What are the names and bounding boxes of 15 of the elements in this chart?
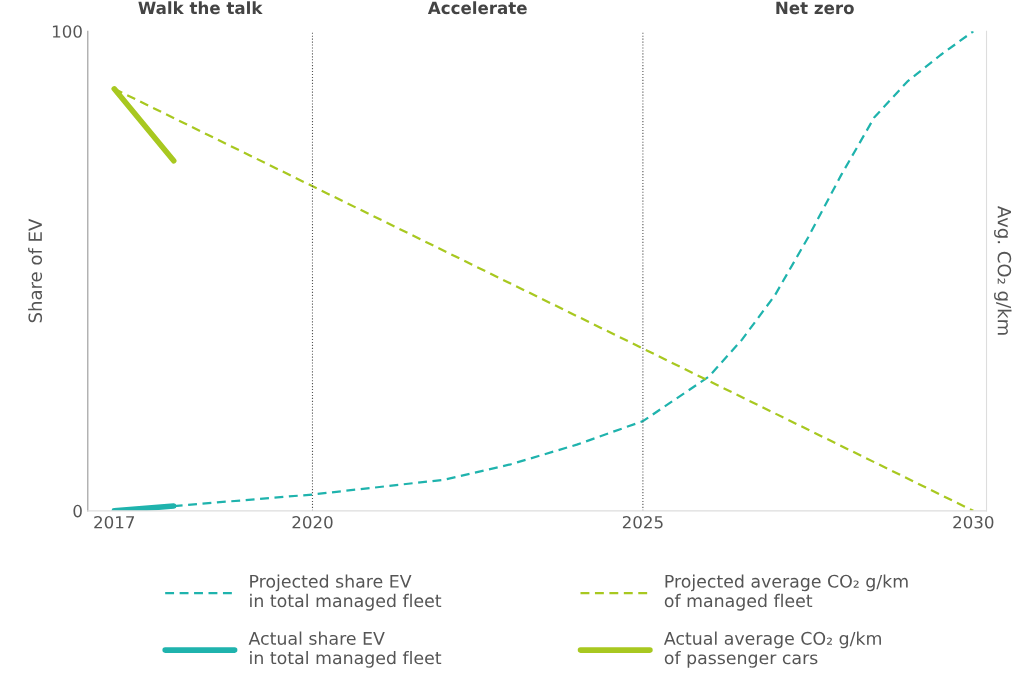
legend-label: Projected average CO₂ g/km of managed fleet — [664, 574, 908, 611]
y2-axis-title: Avg. CO₂ g/km — [994, 206, 1012, 335]
legend-label: Actual average CO₂ g/km of passenger cars — [663, 631, 881, 668]
x-tick-label: 2025 — [622, 515, 663, 529]
legend-label: Actual share EV in total managed fleet — [248, 631, 442, 668]
y-tick-label: 100 — [52, 25, 82, 38]
legend-label: Projected share EV in total managed fleet — [250, 574, 442, 611]
x-tick-label: 2020 — [292, 515, 333, 529]
text: Walk the talk — [138, 1, 263, 15]
text: Net zero — [776, 1, 854, 15]
y-axis-title: Share of EV — [28, 218, 43, 323]
text: Accelerate — [427, 1, 527, 15]
x-tick-label: 2030 — [953, 515, 994, 529]
x-tick-label: 2017 — [94, 515, 135, 529]
y-tick-label: 0 — [73, 504, 82, 518]
